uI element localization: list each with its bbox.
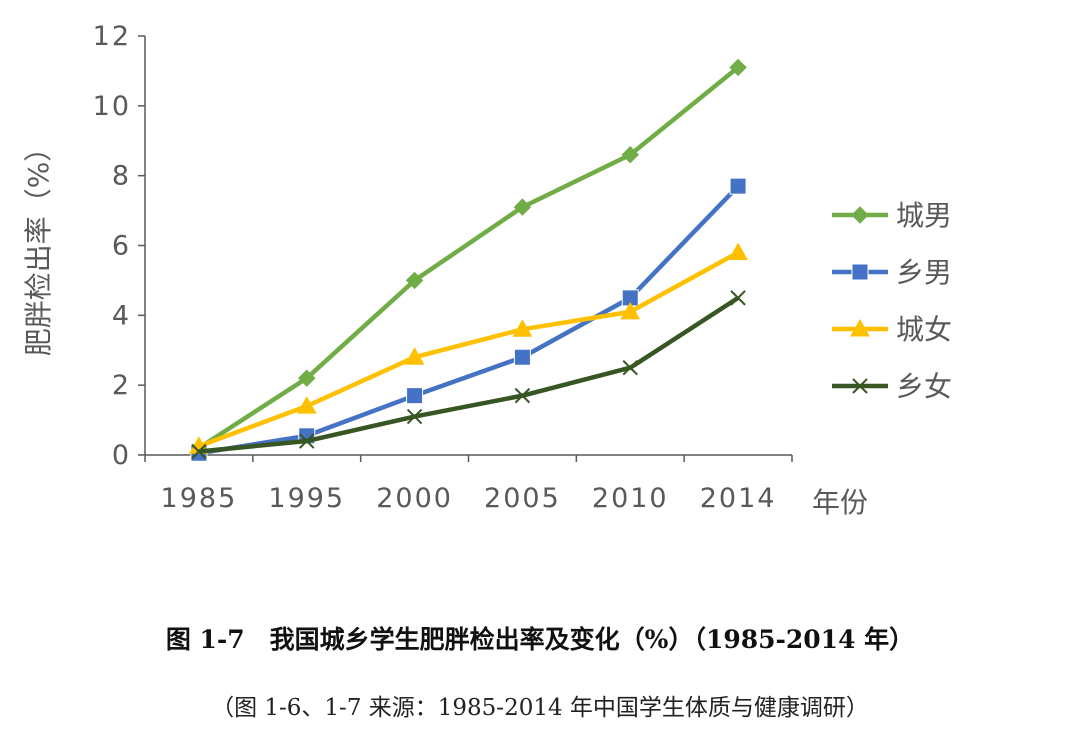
y-tick-label: 12	[93, 21, 131, 52]
y-tick-label: 8	[112, 161, 131, 192]
legend-swatch-marker	[852, 378, 868, 394]
x-tick-label: 2010	[592, 483, 669, 514]
x-tick-label: 1995	[268, 483, 345, 514]
data-point	[513, 198, 532, 216]
data-point	[622, 360, 638, 376]
series-line	[198, 250, 740, 449]
data-point	[299, 433, 315, 449]
series-line	[198, 295, 740, 454]
legend-label: 城女	[896, 313, 952, 346]
data-point	[620, 301, 641, 320]
legend-swatch-marker	[851, 206, 869, 224]
legend-item: 乡男	[832, 256, 952, 289]
data-point	[729, 177, 747, 195]
data-point	[405, 271, 424, 290]
data-point	[298, 369, 316, 387]
figure-source-note: （图 1-6、1-7 来源：1985-2014 年中国学生体质与健康调研）	[211, 695, 869, 721]
data-point	[728, 242, 748, 260]
legend-label: 乡男	[896, 256, 952, 289]
chart-ticks: 0 2 4 6 8 10 12 1985 1995 2000 2005 2010 2014	[93, 21, 793, 514]
y-tick-label: 10	[93, 91, 131, 122]
legend-label: 城男	[896, 199, 952, 232]
legend-item: 城男	[832, 199, 952, 232]
x-tick-label: 2014	[700, 483, 777, 514]
series-group	[190, 58, 747, 457]
legend-label: 乡女	[896, 370, 952, 403]
legend-swatch-marker	[851, 263, 869, 281]
y-axis-title: 肥胖检出率（%）	[22, 134, 55, 357]
legend-swatch-marker	[850, 318, 870, 337]
series-line	[197, 65, 740, 450]
data-point	[730, 290, 746, 306]
legend-item: 城女	[832, 313, 952, 346]
x-tick-label: 2000	[376, 483, 453, 514]
x-tick-label: 2005	[484, 483, 561, 514]
y-tick-label: 4	[112, 300, 131, 331]
data-point	[406, 408, 423, 425]
series-line	[198, 184, 740, 456]
legend-item: 乡女	[832, 370, 952, 403]
x-tick-label: 1985	[161, 483, 238, 514]
figure-caption: 图 1-7 我国城乡学生肥胖检出率及变化（%）（1985-2014 年）	[165, 625, 915, 654]
line-chart: 0 2 4 6 8 10 12 1985 1995 2000 2005 2010 2014 城男乡男城女…	[22, 21, 952, 519]
data-point	[729, 58, 747, 77]
y-tick-label: 2	[112, 370, 131, 401]
series-group	[189, 242, 748, 454]
data-point	[296, 396, 317, 414]
data-point	[191, 443, 207, 460]
data-point	[406, 387, 424, 405]
data-point	[621, 146, 639, 164]
data-point	[404, 347, 425, 365]
x-axis-title: 年份	[812, 486, 868, 519]
data-point	[512, 319, 533, 337]
series-group	[191, 290, 746, 460]
y-tick-label: 6	[112, 231, 131, 262]
data-point	[514, 387, 531, 404]
y-tick-label: 0	[112, 440, 131, 471]
data-point	[513, 348, 531, 366]
chart-series	[189, 58, 748, 462]
